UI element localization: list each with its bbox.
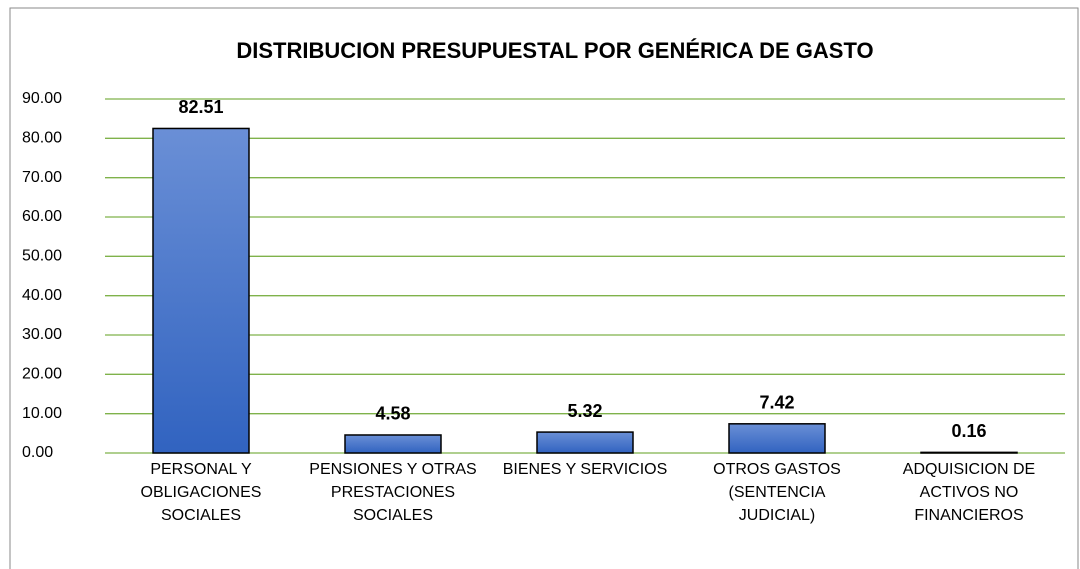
bar <box>728 423 826 454</box>
y-tick-label: 0.00 <box>22 444 53 461</box>
data-label: 0.16 <box>951 421 986 441</box>
y-tick-label: 80.00 <box>22 130 62 147</box>
y-tick-label: 90.00 <box>22 90 62 107</box>
x-tick-label: ADQUISICION DE ACTIVOS NO FINANCIEROS <box>903 461 1035 524</box>
bar <box>920 451 1018 454</box>
data-label: 82.51 <box>178 97 223 117</box>
data-label: 7.42 <box>759 393 794 413</box>
y-tick-label: 30.00 <box>22 326 62 343</box>
chart-title: DISTRIBUCION PRESUPUESTAL POR GENÉRICA D… <box>236 38 873 63</box>
bar <box>536 431 634 454</box>
y-tick-label: 70.00 <box>22 169 62 186</box>
bar <box>344 434 442 454</box>
y-tick-label: 20.00 <box>22 366 62 383</box>
x-tick-label: BIENES Y SERVICIOS <box>503 461 668 478</box>
data-label: 4.58 <box>375 404 410 424</box>
y-tick-label: 40.00 <box>22 287 62 304</box>
y-tick-label: 10.00 <box>22 405 62 422</box>
bar <box>152 127 250 454</box>
x-tick-label: OTROS GASTOS (SENTENCIA JUDICIAL) <box>713 461 841 524</box>
y-tick-label: 60.00 <box>22 208 62 225</box>
y-tick-label: 50.00 <box>22 248 62 265</box>
x-tick-label: PERSONAL Y OBLIGACIONES SOCIALES <box>141 461 262 524</box>
data-label: 5.32 <box>567 401 602 421</box>
x-tick-label: PENSIONES Y OTRAS PRESTACIONES SOCIALES <box>309 461 476 524</box>
